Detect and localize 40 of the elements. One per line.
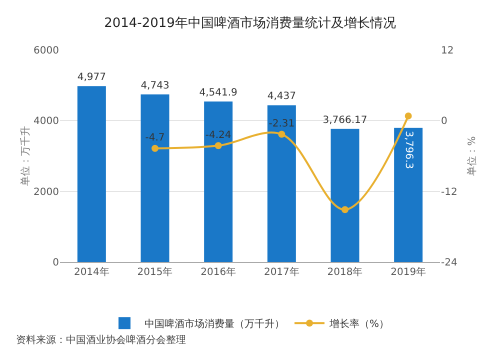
bar: [140, 94, 170, 262]
bar: [77, 86, 106, 262]
chart-title: 2014-2019年中国啤酒市场消费量统计及增长情况: [104, 16, 396, 32]
bar: [394, 128, 423, 262]
legend-label: 增长率（%）: [328, 318, 390, 330]
point: [152, 144, 158, 152]
point: [278, 130, 286, 138]
bar: [267, 105, 296, 262]
y2-tick-label: -12: [441, 186, 458, 198]
x-tick-label: 2017年: [264, 266, 300, 278]
y-tick-label: 2000: [34, 186, 59, 198]
x-tick-label: 2014年: [74, 266, 110, 278]
y-tick-label: 0: [52, 258, 59, 268]
bar: [330, 128, 360, 262]
data-label: 4,977: [77, 72, 106, 84]
data-label: -4.24: [205, 130, 232, 141]
data-label: -2.31: [268, 118, 295, 130]
x-tick-label: 2015年: [137, 266, 173, 278]
point: [404, 112, 412, 120]
bar: [204, 102, 233, 262]
y-axis-title: 单位：万千升: [20, 126, 32, 186]
y-tick-label: 6000: [34, 46, 59, 56]
data-label: 3,796.3: [402, 130, 414, 170]
x-tick-label: 2019年: [390, 266, 426, 278]
point: [342, 206, 348, 214]
data-label: 3,766.17: [322, 114, 368, 126]
y2-tick-label: -24: [441, 258, 458, 268]
legend-label: 中国啤酒市场消费量（万千升）: [144, 318, 284, 330]
data-label: 4,743: [140, 80, 170, 92]
y2-tick-label: 0: [441, 116, 448, 128]
x-tick-label: 2016年: [200, 266, 236, 278]
y2-axis-title: 单位：%: [466, 136, 478, 176]
data-label: 4,541.9: [199, 88, 238, 99]
data-label: -4.7: [145, 132, 165, 144]
y2-tick-label: 12: [441, 46, 454, 56]
x-tick-label: 2018年: [327, 266, 363, 278]
data-label: 4,437: [267, 91, 296, 102]
text: 资料来源：中国酒业协会啤酒分会整理: [16, 334, 186, 346]
y-tick-label: 4000: [34, 116, 59, 128]
point: [214, 142, 222, 150]
